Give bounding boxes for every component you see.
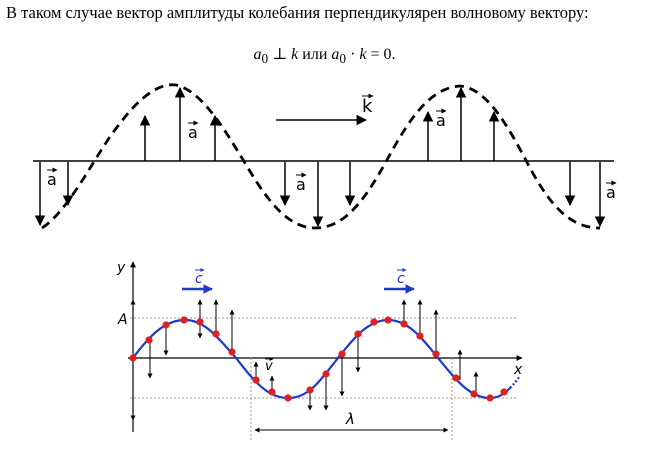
particle-wave-figure: y x A λ	[116, 260, 523, 440]
amplitude-label: a	[436, 108, 447, 130]
x-axis-label: x	[513, 362, 523, 378]
svg-text:a: a	[436, 111, 446, 130]
wave-vector-label: k	[362, 96, 373, 117]
svg-text:c: c	[195, 271, 203, 287]
intro-paragraph: В таком случае вектор амплитуды колебани…	[6, 3, 589, 22]
svg-text:a: a	[47, 170, 57, 189]
formula-amplitude-symbol: a0	[253, 46, 269, 67]
formula-amplitude-symbol-2: a0	[331, 46, 347, 67]
svg-text:c: c	[397, 271, 405, 287]
orthogonality-formula: a0 ⊥ k или a0 · k = 0.	[253, 46, 396, 67]
svg-text:v: v	[265, 359, 273, 374]
amplitude-label: a	[296, 172, 307, 194]
transverse-wave-figure: k a a a a a	[33, 83, 617, 230]
amplitude-label: a	[188, 120, 199, 142]
amplitude-tick-label: A	[117, 312, 128, 328]
particle-velocity-label: v	[265, 357, 274, 374]
wave-curve	[132, 318, 511, 400]
amplitude-label: a	[47, 167, 58, 189]
phase-velocity-arrow: c	[182, 268, 213, 294]
svg-text:a: a	[188, 123, 198, 142]
formula-wave-vector-symbol: k	[291, 46, 299, 63]
particle-points	[129, 316, 508, 402]
svg-text:a: a	[606, 183, 616, 202]
particle-velocity-arrows	[130, 299, 479, 421]
amplitude-label: a	[606, 180, 617, 202]
svg-text:a: a	[296, 175, 306, 194]
y-axis-label: y	[116, 260, 126, 276]
wavelength-label: λ	[345, 410, 355, 428]
dashed-wave-curve	[41, 83, 601, 230]
phase-velocity-arrow: c	[384, 268, 415, 294]
